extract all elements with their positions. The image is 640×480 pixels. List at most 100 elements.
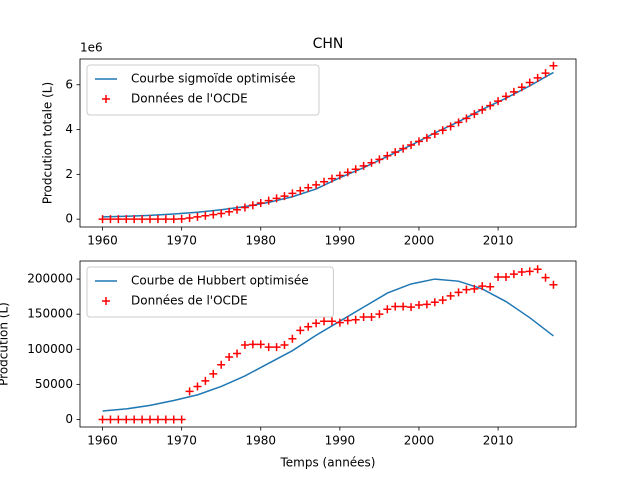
data-point (327, 174, 336, 183)
data-point (304, 322, 313, 331)
data-point (517, 268, 526, 277)
data-point (399, 144, 408, 153)
data-point (217, 360, 226, 369)
data-point (122, 415, 131, 424)
y-tick-label: 200000 (27, 272, 73, 286)
data-point (161, 415, 170, 424)
chart-title: CHN (313, 36, 344, 52)
y-axis-label: Prodcution totale (L) (41, 82, 55, 204)
axes-frame (79, 58, 577, 228)
data-point (138, 215, 147, 224)
data-point (549, 280, 558, 289)
data-point (525, 267, 534, 276)
data-point (272, 343, 281, 352)
data-point (146, 415, 155, 424)
data-point (399, 302, 408, 311)
x-tick-label: 1980 (245, 234, 276, 248)
y-tick-label: 6 (65, 77, 73, 91)
data-point (201, 376, 210, 385)
data-point (375, 310, 384, 319)
data-point (130, 415, 139, 424)
data-point (193, 212, 202, 221)
y-axis-label: Prodcution (L) (0, 302, 11, 386)
data-point (414, 137, 423, 146)
data-point (138, 415, 147, 424)
data-point (177, 415, 186, 424)
y-tick-label: 150000 (27, 307, 73, 321)
data-point (217, 209, 226, 218)
legend-box (86, 266, 334, 318)
plot-area (98, 265, 558, 424)
data-point (335, 318, 344, 327)
data-point (494, 97, 503, 106)
legend-label: Courbe de Hubbert optimisée (131, 274, 309, 288)
data-point (462, 285, 471, 294)
data-point (422, 300, 431, 309)
data-point (161, 215, 170, 224)
data-point (256, 340, 265, 349)
data-point (501, 92, 510, 101)
data-point (296, 186, 305, 195)
legend-label: Données de l'OCDE (131, 92, 248, 106)
data-point (264, 343, 273, 352)
data-point (225, 352, 234, 361)
data-point (272, 194, 281, 203)
data-point (446, 122, 455, 131)
data-point (367, 158, 376, 167)
data-point (454, 118, 463, 127)
data-point (114, 415, 123, 424)
data-point (383, 151, 392, 160)
data-point (438, 126, 447, 135)
data-point (533, 265, 542, 274)
data-point (549, 61, 558, 70)
y-tick-label: 0 (65, 212, 73, 226)
data-point (391, 148, 400, 157)
x-tick-label: 1970 (166, 434, 197, 448)
data-point (407, 141, 416, 150)
y-tick-label: 0 (65, 412, 73, 426)
legend-label: Données de l'OCDE (131, 294, 248, 308)
data-point (343, 168, 352, 177)
data-point (517, 83, 526, 92)
data-point (335, 171, 344, 180)
data-point (122, 215, 131, 224)
data-point (98, 415, 107, 424)
x-tick-label: 1990 (325, 234, 356, 248)
data-point (264, 196, 273, 205)
data-point (541, 69, 550, 78)
data-point (525, 78, 534, 87)
y-tick-label: 50000 (35, 377, 73, 391)
data-point (383, 305, 392, 314)
x-tick-label: 2000 (404, 234, 435, 248)
legend-box (86, 64, 320, 116)
data-point (248, 340, 257, 349)
legend-label: Courbe sigmoïde optimisée (131, 72, 296, 86)
x-tick-label: 2010 (483, 434, 514, 448)
data-point (233, 205, 242, 214)
data-point (240, 203, 249, 212)
data-point (486, 101, 495, 110)
data-point (130, 215, 139, 224)
data-point (478, 282, 487, 291)
data-point (541, 273, 550, 282)
axes-frame (79, 260, 577, 428)
data-point (407, 303, 416, 312)
legend-marker (102, 95, 110, 103)
data-point (169, 415, 178, 424)
data-point (486, 282, 495, 291)
data-point (280, 192, 289, 201)
data-point (462, 114, 471, 123)
data-point (248, 201, 257, 210)
x-tick-label: 1970 (166, 234, 197, 248)
data-point (320, 317, 329, 326)
y-tick-label: 2 (65, 167, 73, 181)
data-point (304, 183, 313, 192)
legend-marker (102, 297, 110, 305)
data-point (288, 334, 297, 343)
data-point (296, 326, 305, 335)
data-point (414, 301, 423, 310)
data-point (280, 341, 289, 350)
data-point (193, 382, 202, 391)
data-point (509, 87, 518, 96)
